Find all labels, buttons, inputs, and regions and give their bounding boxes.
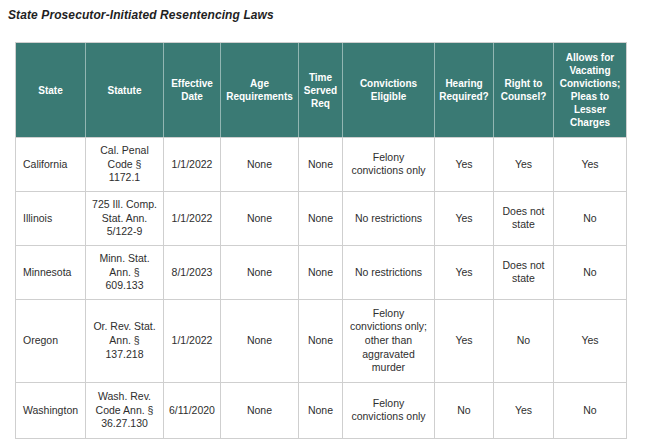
table-cell-oregon-time-served-req: None xyxy=(299,299,343,382)
table-cell-minnesota-age-requirements: None xyxy=(221,245,299,299)
table-cell-california-convictions-eligible: Felony convictions only xyxy=(343,137,435,191)
column-header-effective-date: Effective Date xyxy=(164,43,221,137)
resentencing-laws-table: StateStatuteEffective DateAge Requiremen… xyxy=(16,43,626,438)
table-cell-minnesota-hearing-required: Yes xyxy=(435,245,494,299)
table-cell-oregon-effective-date: 1/1/2022 xyxy=(164,299,221,382)
table-cell-minnesota-effective-date: 8/1/2023 xyxy=(164,245,221,299)
column-header-time-served-req: Time Served Req xyxy=(299,43,343,137)
table-cell-oregon-age-requirements: None xyxy=(221,299,299,382)
table-cell-washington-convictions-eligible: Felony convictions only xyxy=(343,382,435,438)
table-cell-washington-hearing-required: No xyxy=(435,382,494,438)
table-cell-oregon-right-to-counsel: No xyxy=(494,299,554,382)
table-cell-illinois-age-requirements: None xyxy=(221,191,299,245)
table-cell-oregon-allows-for-vacating-convictions-pleas-to: Yes xyxy=(554,299,626,382)
table-header-row: StateStatuteEffective DateAge Requiremen… xyxy=(16,43,626,137)
column-header-right-to-counsel: Right to Counsel? xyxy=(494,43,554,137)
table-cell-illinois-effective-date: 1/1/2022 xyxy=(164,191,221,245)
table-row-oregon: OregonOr. Rev. Stat. Ann. § 137.2181/1/2… xyxy=(16,299,626,382)
column-header-convictions-eligible: Convictions Eligible xyxy=(343,43,435,137)
page: State Prosecutor-Initiated Resentencing … xyxy=(0,0,646,443)
table-cell-oregon-statute: Or. Rev. Stat. Ann. § 137.218 xyxy=(86,299,164,382)
table-cell-washington-age-requirements: None xyxy=(221,382,299,438)
table-row-washington: WashingtonWash. Rev. Code Ann. § 36.27.1… xyxy=(16,382,626,438)
page-title: State Prosecutor-Initiated Resentencing … xyxy=(0,0,646,22)
table-cell-minnesota-time-served-req: None xyxy=(299,245,343,299)
table-cell-illinois-allows-for-vacating-convictions-pleas-to: No xyxy=(554,191,626,245)
column-header-age-requirements: Age Requirements xyxy=(221,43,299,137)
table-cell-minnesota-right-to-counsel: Does not state xyxy=(494,245,554,299)
table-cell-washington-allows-for-vacating-convictions-pleas-to: No xyxy=(554,382,626,438)
table-cell-california-hearing-required: Yes xyxy=(435,137,494,191)
table-cell-california-age-requirements: None xyxy=(221,137,299,191)
table-cell-california-statute: Cal. Penal Code § 1172.1 xyxy=(86,137,164,191)
table-row-california: CaliforniaCal. Penal Code § 1172.11/1/20… xyxy=(16,137,626,191)
table-cell-minnesota-allows-for-vacating-convictions-pleas-to: No xyxy=(554,245,626,299)
table-cell-minnesota-state: Minnesota xyxy=(16,245,86,299)
table-cell-california-allows-for-vacating-convictions-pleas-to: Yes xyxy=(554,137,626,191)
table-cell-illinois-right-to-counsel: Does not state xyxy=(494,191,554,245)
table-cell-illinois-convictions-eligible: No restrictions xyxy=(343,191,435,245)
table-row-illinois: Illinois725 Ill. Comp. Stat. Ann. 5/122-… xyxy=(16,191,626,245)
resentencing-laws-table-container: StateStatuteEffective DateAge Requiremen… xyxy=(15,42,627,439)
table-cell-illinois-time-served-req: None xyxy=(299,191,343,245)
table-cell-washington-effective-date: 6/11/2020 xyxy=(164,382,221,438)
table-cell-california-right-to-counsel: Yes xyxy=(494,137,554,191)
table-cell-illinois-statute: 725 Ill. Comp. Stat. Ann. 5/122-9 xyxy=(86,191,164,245)
column-header-state: State xyxy=(16,43,86,137)
table-cell-california-effective-date: 1/1/2022 xyxy=(164,137,221,191)
table-cell-washington-statute: Wash. Rev. Code Ann. § 36.27.130 xyxy=(86,382,164,438)
table-cell-washington-time-served-req: None xyxy=(299,382,343,438)
table-cell-minnesota-statute: Minn. Stat. Ann. § 609.133 xyxy=(86,245,164,299)
table-row-minnesota: MinnesotaMinn. Stat. Ann. § 609.1338/1/2… xyxy=(16,245,626,299)
table-cell-california-state: California xyxy=(16,137,86,191)
table-cell-illinois-state: Illinois xyxy=(16,191,86,245)
column-header-statute: Statute xyxy=(86,43,164,137)
table-cell-illinois-hearing-required: Yes xyxy=(435,191,494,245)
table-cell-minnesota-convictions-eligible: No restrictions xyxy=(343,245,435,299)
column-header-hearing-required: Hearing Required? xyxy=(435,43,494,137)
table-cell-washington-state: Washington xyxy=(16,382,86,438)
table-cell-oregon-state: Oregon xyxy=(16,299,86,382)
column-header-allows-for-vacating-convictions-pleas-to: Allows for Vacating Convictions; Pleas t… xyxy=(554,43,626,137)
table-cell-washington-right-to-counsel: Yes xyxy=(494,382,554,438)
table-cell-oregon-hearing-required: Yes xyxy=(435,299,494,382)
table-cell-california-time-served-req: None xyxy=(299,137,343,191)
table-cell-oregon-convictions-eligible: Felony convictions only; other than aggr… xyxy=(343,299,435,382)
